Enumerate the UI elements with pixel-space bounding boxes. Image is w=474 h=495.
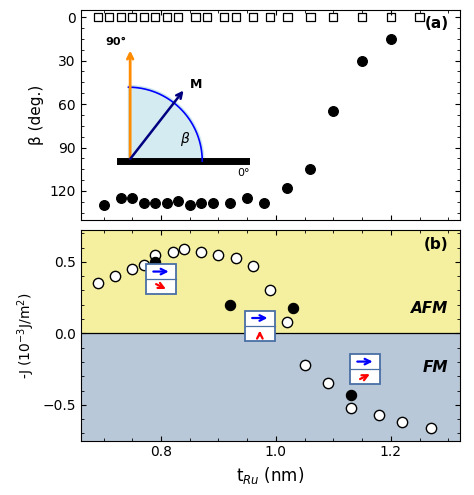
Point xyxy=(128,265,136,273)
Point xyxy=(169,248,176,256)
Point xyxy=(220,13,228,21)
Point xyxy=(186,201,193,209)
Point xyxy=(399,418,406,426)
Point xyxy=(249,13,257,21)
Point xyxy=(307,165,314,173)
Point xyxy=(152,258,159,266)
Point xyxy=(324,380,331,388)
Point xyxy=(152,198,159,206)
Point xyxy=(232,13,239,21)
Point xyxy=(163,13,171,21)
Point xyxy=(128,194,136,202)
Point xyxy=(111,272,119,280)
Text: FM: FM xyxy=(423,359,448,375)
Point xyxy=(249,262,257,270)
Point xyxy=(209,198,217,206)
Point xyxy=(375,411,383,419)
Point xyxy=(128,13,136,21)
Point xyxy=(198,248,205,256)
Point xyxy=(427,424,435,432)
Point xyxy=(180,245,188,253)
Point xyxy=(387,35,395,43)
Text: AFM: AFM xyxy=(411,300,448,316)
Bar xyxy=(81,333,460,441)
X-axis label: t$_{Ru}$ (nm): t$_{Ru}$ (nm) xyxy=(236,465,304,486)
Point xyxy=(226,301,234,309)
Point xyxy=(117,194,125,202)
Bar xyxy=(81,231,460,333)
Point xyxy=(261,198,268,206)
Point xyxy=(140,13,147,21)
Y-axis label: -J (10$^{-3}$J/m$^2$): -J (10$^{-3}$J/m$^2$) xyxy=(15,292,36,379)
Point xyxy=(266,287,274,295)
Point xyxy=(215,251,222,259)
Point xyxy=(347,391,355,399)
Point xyxy=(174,13,182,21)
Bar xyxy=(146,264,176,294)
Point xyxy=(347,404,355,412)
Y-axis label: β (deg.): β (deg.) xyxy=(29,85,44,145)
Point xyxy=(140,198,147,206)
Bar xyxy=(350,354,380,384)
Point xyxy=(358,56,366,64)
Point xyxy=(191,13,199,21)
Point xyxy=(174,197,182,205)
Point xyxy=(266,13,274,21)
Point xyxy=(203,13,211,21)
Point xyxy=(226,198,234,206)
Point xyxy=(117,13,125,21)
Point xyxy=(283,318,291,326)
Point xyxy=(163,198,171,206)
Point xyxy=(283,13,291,21)
Point xyxy=(232,253,239,261)
Text: (b): (b) xyxy=(424,237,448,252)
Point xyxy=(94,13,101,21)
Bar xyxy=(245,310,275,341)
Point xyxy=(94,279,101,287)
Point xyxy=(198,198,205,206)
Point xyxy=(307,13,314,21)
Point xyxy=(329,13,337,21)
Point xyxy=(416,13,423,21)
Point xyxy=(329,107,337,115)
Text: (a): (a) xyxy=(424,16,448,31)
Point xyxy=(283,184,291,192)
Point xyxy=(244,194,251,202)
Point xyxy=(358,13,366,21)
Point xyxy=(387,13,395,21)
Point xyxy=(106,13,113,21)
Point xyxy=(140,261,147,269)
Point xyxy=(152,251,159,259)
Point xyxy=(289,304,297,312)
Point xyxy=(301,361,309,369)
Point xyxy=(100,201,107,209)
Point xyxy=(152,13,159,21)
